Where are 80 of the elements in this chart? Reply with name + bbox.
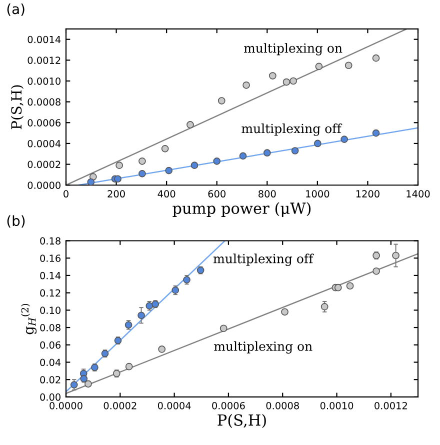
x-tick-label: 0.0006 xyxy=(212,402,245,410)
x-tick-label: 400 xyxy=(158,190,176,198)
point xyxy=(372,129,380,137)
point xyxy=(218,97,226,104)
x-axis-title: P(S,H) xyxy=(218,414,266,428)
x-tick-label: 600 xyxy=(208,190,226,198)
y-tick-label: 0.0010 xyxy=(28,77,60,85)
point xyxy=(334,284,342,292)
point xyxy=(213,157,221,165)
annotation: multiplexing off xyxy=(242,124,342,136)
x-tick-label: 0.0000 xyxy=(50,402,82,410)
point xyxy=(372,54,380,62)
point xyxy=(346,282,354,290)
point xyxy=(158,346,166,353)
y-tick-label: 0.0008 xyxy=(28,98,60,106)
point xyxy=(186,121,194,128)
y-tick-label: 0.12 xyxy=(40,289,60,297)
y-tick-label: 0.0000 xyxy=(28,182,60,189)
y-tick-label: 0.16 xyxy=(40,254,61,262)
y-tick-label: 0.10 xyxy=(40,306,60,314)
point xyxy=(84,380,92,388)
y-tick-label: 0.04 xyxy=(40,358,61,366)
point xyxy=(220,324,228,332)
x-tick-label: 1200 xyxy=(356,190,380,198)
chart-title: (a) xyxy=(7,3,24,16)
annotation: multiplexing on xyxy=(244,43,342,56)
x-tick-label: 0.0012 xyxy=(374,402,407,410)
point xyxy=(116,162,123,170)
y-axis-title: P(S,H) xyxy=(10,85,24,130)
x-tick-label: 800 xyxy=(258,190,276,198)
point xyxy=(138,157,146,165)
point xyxy=(290,77,297,85)
point xyxy=(282,78,290,86)
point xyxy=(340,136,348,143)
point xyxy=(263,149,271,157)
point xyxy=(392,252,400,260)
point xyxy=(125,362,133,370)
point xyxy=(320,303,328,310)
y-tick-label: 0.18 xyxy=(40,237,60,245)
point xyxy=(242,81,250,89)
point xyxy=(80,375,88,382)
y-tick-label: 0.00 xyxy=(40,393,60,401)
point xyxy=(161,145,169,152)
x-tick-label: 200 xyxy=(108,190,125,198)
point xyxy=(165,166,173,174)
x-tick-label: 0.0002 xyxy=(104,402,136,410)
point xyxy=(138,170,146,178)
point xyxy=(239,152,247,160)
point xyxy=(138,312,145,320)
y-tick-label: 0.02 xyxy=(40,376,60,384)
y-tick-label: 0.0002 xyxy=(28,160,60,168)
chart-title: (b) xyxy=(7,215,25,228)
point xyxy=(291,147,299,154)
y-axis-title: g$_{H}$$^{(2)}$ xyxy=(21,304,37,334)
y-tick-label: 0.0004 xyxy=(28,140,61,148)
y-tick-label: 0.06 xyxy=(40,341,61,349)
annotation: multiplexing off xyxy=(213,254,314,266)
point xyxy=(281,308,288,316)
y-tick-label: 0.0006 xyxy=(28,119,61,126)
point xyxy=(114,175,122,183)
x-tick-label: 1000 xyxy=(306,190,330,198)
x-axis-title: pump power (μW) xyxy=(172,202,311,217)
x-tick-label: 0.0008 xyxy=(266,402,299,410)
y-tick-label: 0.08 xyxy=(40,324,60,332)
point xyxy=(344,62,352,70)
x-tick-label: 0.0004 xyxy=(158,402,191,410)
point xyxy=(87,178,95,186)
x-tick-label: 0 xyxy=(64,190,68,198)
x-tick-label: 1400 xyxy=(406,190,430,198)
y-tick-label: 0.0014 xyxy=(28,36,61,44)
x-tick-label: 0.0010 xyxy=(320,402,354,410)
y-tick-label: 0.0012 xyxy=(28,56,60,64)
point xyxy=(190,162,198,170)
point xyxy=(268,72,276,80)
point xyxy=(70,381,78,388)
point xyxy=(315,62,323,70)
point xyxy=(314,140,322,148)
point xyxy=(372,267,380,275)
y-tick-label: 0.14 xyxy=(40,272,61,280)
annotation: multiplexing on xyxy=(214,341,312,354)
